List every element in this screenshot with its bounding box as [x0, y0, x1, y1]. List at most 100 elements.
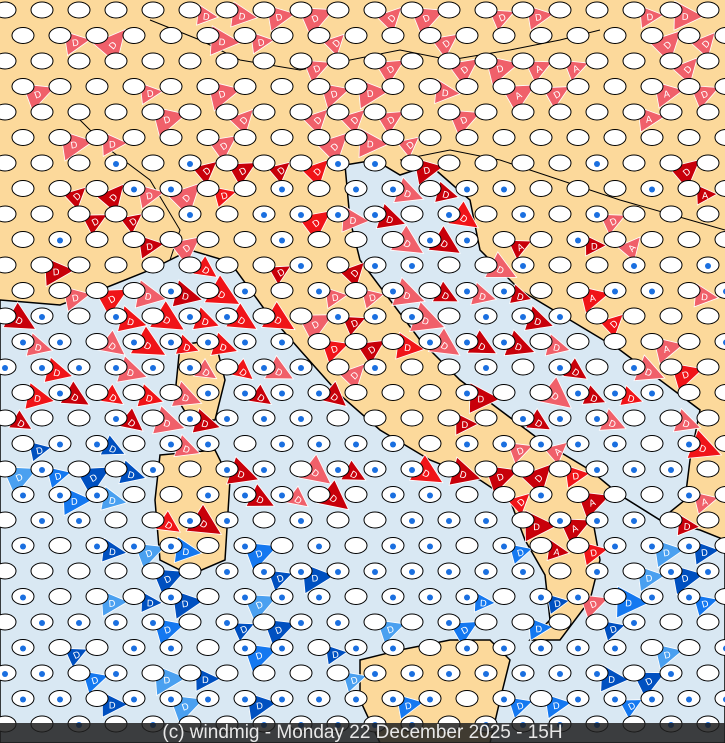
wind-flag-letter: D [607, 419, 617, 431]
wind-flag-letter: D [663, 650, 672, 661]
wind-flag-letter: D [350, 319, 360, 331]
cloud-ellipse-icon [344, 27, 368, 44]
cloud-ellipse-icon [11, 129, 35, 146]
rain-drop-icon [575, 594, 581, 601]
rain-drop-icon [501, 543, 507, 550]
cloud-ellipse-icon [159, 231, 183, 248]
cloud-ellipse-icon [307, 27, 331, 44]
cloud-ellipse-icon [344, 282, 368, 299]
wind-flag-letter: D [218, 343, 228, 355]
cloud-ellipse-icon [67, 460, 91, 478]
wind-flag-letter: D [109, 701, 116, 711]
rain-drop-icon [187, 212, 193, 218]
cloud-ellipse-icon [548, 613, 572, 631]
rain-drop-icon [298, 569, 304, 575]
wind-flag-letter: D [163, 625, 172, 637]
rain-drop-icon [446, 569, 452, 575]
rain-drop-icon [150, 467, 156, 473]
rain-drop-icon [649, 543, 655, 550]
cloud-ellipse-icon [566, 282, 590, 299]
wind-flag-letter: D [200, 317, 210, 329]
rain-drop-icon [57, 237, 63, 244]
wind-flag-letter: D [589, 599, 599, 611]
cloud-ellipse-icon [252, 52, 276, 70]
wind-flag-letter: D [644, 676, 655, 688]
wind-flag-letter: D [216, 290, 227, 302]
cloud-ellipse-icon [48, 129, 72, 146]
cloud-ellipse-icon [511, 358, 535, 376]
wind-flag-letter: D [126, 317, 135, 328]
cloud-ellipse-icon [566, 486, 590, 503]
wind-flag-letter: D [199, 265, 210, 277]
wind-flag-letter: D [535, 625, 543, 636]
wind-flag-triangle [28, 440, 53, 463]
cloud-ellipse-icon [529, 129, 553, 146]
rain-drop-icon [686, 696, 692, 703]
wind-flag-letter: D [146, 89, 154, 100]
wind-flag-triangle [212, 186, 238, 209]
wind-flag-letter: D [181, 702, 191, 714]
wind-flag-letter: D [54, 472, 63, 483]
cloud-ellipse-icon [270, 129, 294, 146]
wind-flag-letter: D [327, 494, 339, 506]
rain-drop-icon [150, 365, 156, 371]
rain-drop-icon [113, 314, 119, 320]
wind-flag-icon: D [227, 108, 254, 136]
cloud-ellipse-icon [418, 180, 442, 197]
wind-flag-icon: D [670, 57, 698, 86]
cloud-ellipse-icon [326, 52, 350, 70]
rain-drop-icon [501, 186, 507, 193]
rain-drop-icon [205, 696, 211, 703]
rain-drop-icon [649, 288, 655, 295]
wind-flag-letter: D [163, 574, 173, 586]
wind-flag-icon: D [28, 440, 53, 463]
cloud-ellipse-icon [437, 358, 461, 376]
cloud-ellipse-icon [622, 154, 646, 172]
rain-drop-icon [224, 416, 230, 422]
cloud-ellipse-icon [418, 78, 442, 95]
wind-flag-triangle [227, 108, 254, 136]
rain-drop-icon [538, 594, 544, 601]
wind-flag-letter: D [367, 345, 378, 357]
cloud-ellipse-icon [178, 256, 202, 274]
wind-flag-letter: D [552, 89, 563, 101]
cloud-ellipse-icon [659, 1, 683, 19]
rain-drop-icon [261, 467, 267, 473]
cloud-ellipse-icon [455, 537, 479, 554]
cloud-ellipse-icon [363, 1, 387, 19]
wind-flag-letter: D [496, 64, 505, 75]
cloud-ellipse-icon [622, 1, 646, 19]
cloud-ellipse-icon [0, 1, 17, 19]
cloud-ellipse-icon [289, 664, 313, 682]
cloud-ellipse-icon [215, 664, 239, 682]
wind-flag-letter: D [128, 216, 140, 228]
cloud-ellipse-icon [714, 588, 725, 605]
wind-flag-triangle [338, 261, 365, 289]
rain-drop-icon [113, 365, 119, 371]
rain-drop-icon [261, 212, 267, 218]
rain-drop-icon [594, 467, 600, 473]
wind-flag-letter: D [125, 368, 135, 380]
rain-drop-icon [612, 645, 618, 652]
cloud-ellipse-icon [474, 205, 498, 223]
rain-drop-icon [686, 594, 692, 601]
rain-drop-icon [94, 543, 100, 550]
cloud-ellipse-icon [640, 333, 664, 350]
cloud-ellipse-icon [30, 205, 54, 223]
cloud-ellipse-icon [696, 103, 720, 121]
cloud-ellipse-icon [363, 511, 387, 529]
cloud-ellipse-icon [566, 27, 590, 44]
cloud-ellipse-icon [548, 52, 572, 70]
wind-flag-letter: D [275, 13, 284, 24]
wind-flag-letter: D [461, 421, 468, 431]
rain-drop-icon [150, 620, 156, 626]
cloud-ellipse-icon [104, 52, 128, 70]
cloud-ellipse-icon [326, 1, 350, 19]
wind-flag-letter: D [402, 189, 412, 201]
cloud-ellipse-icon [529, 690, 553, 707]
cloud-ellipse-icon [104, 256, 128, 274]
cloud-ellipse-icon [437, 103, 461, 121]
cloud-ellipse-icon [603, 486, 627, 503]
rain-drop-icon [668, 569, 674, 575]
wind-flag-letter: D [626, 394, 636, 406]
